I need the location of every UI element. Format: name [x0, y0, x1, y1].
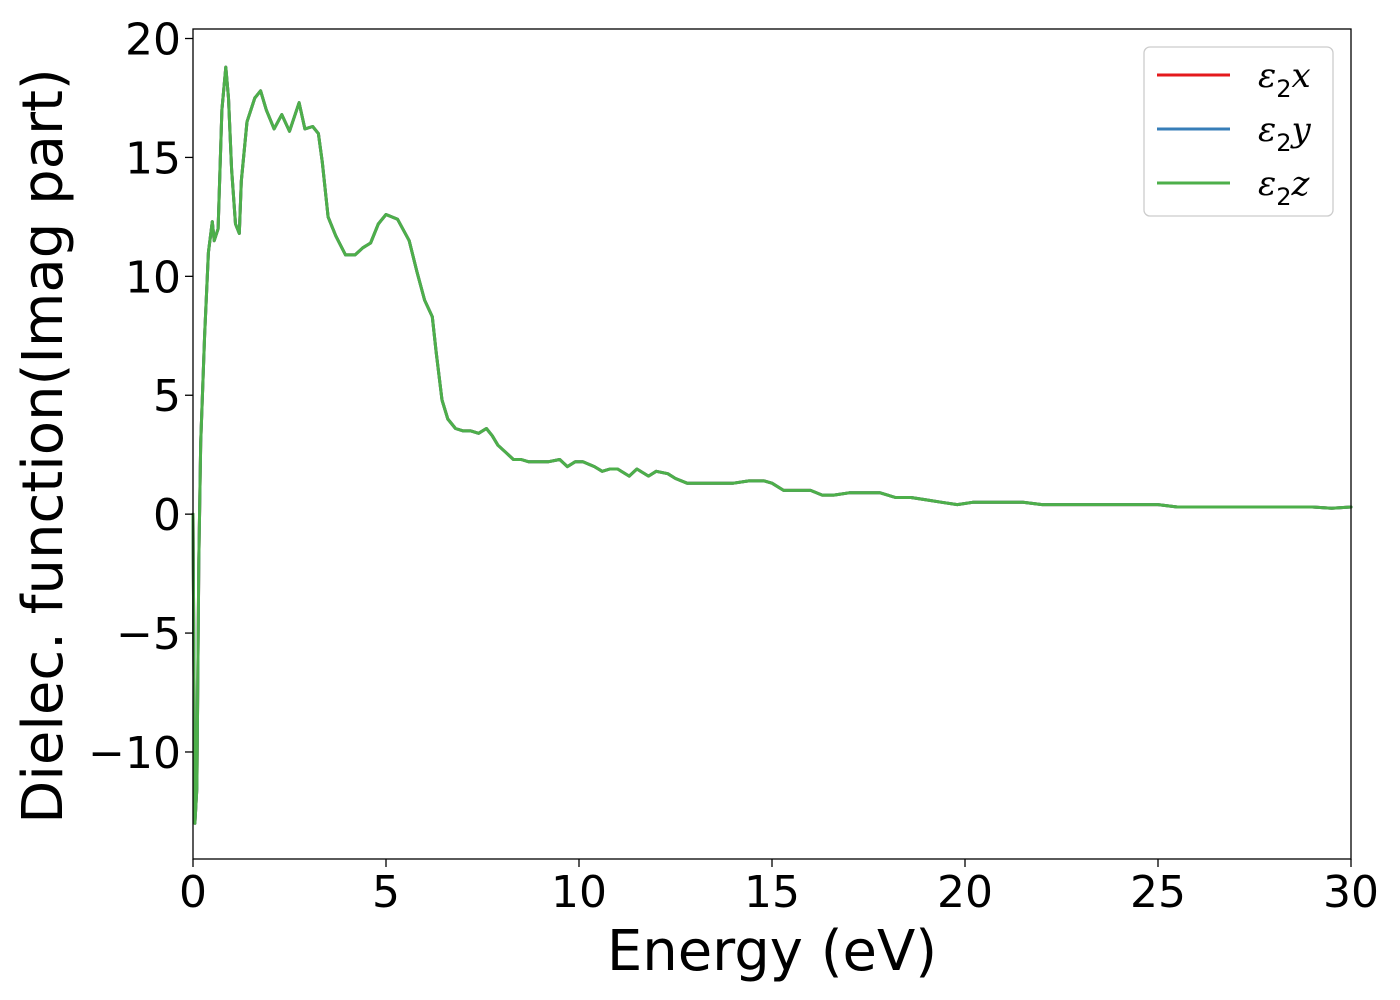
legend-box	[1143, 46, 1334, 217]
x-tick-label: 0	[179, 867, 207, 918]
y-tick-label: 0	[153, 490, 181, 541]
legend-items: ε2x ε2y ε2z	[1157, 56, 1312, 211]
y-tick-label: 10	[125, 252, 181, 303]
legend-label-z: ε2z	[1258, 164, 1311, 211]
x-tick-label: 20	[937, 867, 993, 918]
y-axis-title: Dielec. function(Imag part)	[11, 68, 76, 824]
legend: ε2x ε2y ε2z	[1143, 46, 1334, 217]
y-tick-label: 5	[153, 371, 181, 422]
series-line-z	[191, 65, 1353, 825]
x-tick-label: 15	[744, 867, 800, 918]
plot-series-group	[191, 65, 1353, 825]
y-tick-label: −5	[116, 609, 181, 660]
y-axis-ticks: −10 −5 0 5 10 15 20	[88, 15, 193, 779]
x-axis-title: Energy (eV)	[607, 919, 937, 984]
legend-label-x: ε2x	[1258, 56, 1311, 103]
x-axis-ticks: 0 5 10 15 20 25 30	[179, 859, 1379, 918]
x-tick-label: 25	[1130, 867, 1186, 918]
y-tick-label: 20	[125, 15, 181, 66]
y-tick-label: 15	[125, 133, 181, 184]
x-tick-label: 10	[551, 867, 607, 918]
y-tick-label: −10	[88, 728, 181, 779]
x-tick-label: 30	[1323, 867, 1379, 918]
legend-label-y: ε2y	[1258, 110, 1312, 157]
x-tick-label: 5	[372, 867, 400, 918]
